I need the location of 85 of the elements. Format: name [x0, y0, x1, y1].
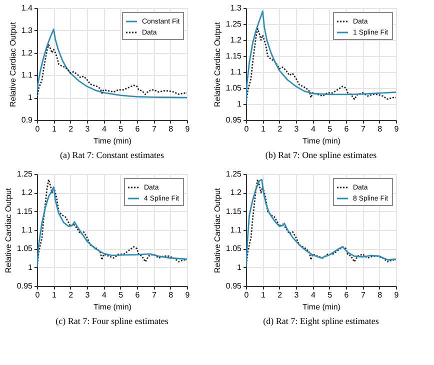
y-tick-label: 1.2	[21, 188, 34, 198]
x-tick-label: 8	[378, 124, 383, 134]
y-tick-label: 1.1	[230, 226, 242, 234]
text: (a) Rat 7: Constant estimates	[60, 150, 164, 160]
x-tick-label: 2	[68, 124, 74, 134]
x-axis-title: Time (min)	[94, 302, 132, 312]
x-tick-label: 6	[135, 124, 140, 134]
y-tick-label: 1	[237, 262, 242, 272]
x-tick-label: 3	[294, 124, 300, 134]
y-tick-label: 1.25	[226, 170, 242, 178]
y-tick-label: 0.9	[21, 116, 34, 124]
x-tick-label: 2	[278, 124, 283, 134]
x-tick-label: 5	[118, 290, 124, 300]
y-tick-label: 1.1	[21, 70, 34, 80]
x-tick-label: 4	[102, 290, 107, 300]
y-axis-title: Relative Cardiac Output	[8, 21, 18, 107]
y-tick-label: 1.2	[230, 36, 242, 44]
x-tick-label: 3	[85, 124, 90, 134]
x-tick-label: 9	[394, 124, 400, 134]
x-tick-label: 6	[344, 124, 350, 134]
x-tick-label: 8	[168, 124, 174, 134]
x-tick-label: 4	[310, 124, 316, 134]
y-tick-label: 1.05	[16, 244, 34, 254]
y-tick-label: 1.1	[21, 226, 34, 234]
line-series	[246, 10, 396, 105]
y-tick-label: 1.15	[226, 52, 242, 60]
y-tick-label: 1.3	[21, 26, 34, 35]
x-tick-label: 5	[328, 290, 333, 300]
x-tick-label: 7	[360, 124, 366, 134]
y-tick-label: 1	[28, 262, 34, 272]
y-tick-label: 0.95	[16, 282, 34, 290]
y-tick-label: 1.2	[230, 188, 242, 198]
y-tick-label: 0.95	[226, 116, 242, 124]
x-tick-label: 1	[260, 290, 266, 300]
x-tick-label: 9	[185, 124, 190, 134]
y-tick-label: 1.15	[16, 206, 34, 216]
y-tick-label: 1.05	[226, 84, 242, 92]
text: (c) Rat 7: Four spline estimates	[56, 316, 169, 326]
y-tick-label: 1.1	[230, 68, 242, 76]
x-tick-label: 1	[52, 290, 57, 300]
x-tick-label: 6	[135, 290, 140, 300]
x-axis-title: Time (min)	[302, 136, 341, 146]
x-tick-label: 2	[278, 290, 283, 300]
x-tick-label: 7	[152, 290, 157, 300]
y-tick-label: 1.2	[21, 48, 34, 58]
y-axis-title: Relative Cardiac Output	[4, 187, 13, 273]
y-tick-label: 1.25	[16, 170, 34, 178]
x-tick-label: 4	[310, 290, 316, 300]
x-axis-title: Time (min)	[94, 136, 132, 146]
line-series	[246, 178, 396, 268]
x-tick-label: 1	[52, 124, 57, 134]
x-axis-title: Time (min)	[302, 302, 341, 312]
x-tick-label: 9	[185, 290, 190, 300]
y-axis-title: Relative Cardiac Output	[212, 21, 222, 107]
x-tick-label: 8	[378, 290, 383, 300]
x-tick-label: 0	[244, 290, 250, 300]
x-tick-label: 0	[35, 124, 40, 134]
x-tick-label: 3	[85, 290, 90, 300]
y-tick-label: 0.95	[226, 282, 242, 290]
y-tick-label: 1.15	[226, 206, 242, 216]
x-tick-label: 9	[394, 290, 400, 300]
x-tick-label: 6	[344, 290, 350, 300]
x-tick-label: 3	[294, 290, 300, 300]
line-series	[246, 28, 396, 105]
x-tick-label: 2	[68, 290, 74, 300]
x-tick-label: 1	[260, 124, 266, 134]
x-tick-label: 7	[152, 124, 157, 134]
y-tick-label: 1	[28, 93, 34, 102]
line-series	[37, 28, 187, 98]
x-tick-label: 0	[244, 124, 250, 134]
y-tick-label: 1.4	[21, 4, 34, 12]
y-tick-label: 1.25	[226, 20, 242, 28]
y-axis-title: Relative Cardiac Output	[212, 187, 222, 273]
text: (d) Rat 7: Eight spline estimates	[263, 316, 380, 326]
y-tick-label: 1.3	[230, 4, 242, 12]
line-series	[37, 44, 187, 98]
x-tick-label: 4	[102, 124, 107, 134]
y-tick-label: 1.05	[226, 244, 242, 254]
x-tick-label: 5	[328, 124, 333, 134]
text: (b) Rat 7: One spline estimates	[265, 150, 378, 160]
x-tick-label: 7	[360, 290, 366, 300]
x-tick-label: 5	[118, 124, 124, 134]
x-tick-label: 0	[35, 290, 40, 300]
x-tick-label: 8	[168, 290, 174, 300]
y-tick-label: 1	[237, 100, 242, 108]
